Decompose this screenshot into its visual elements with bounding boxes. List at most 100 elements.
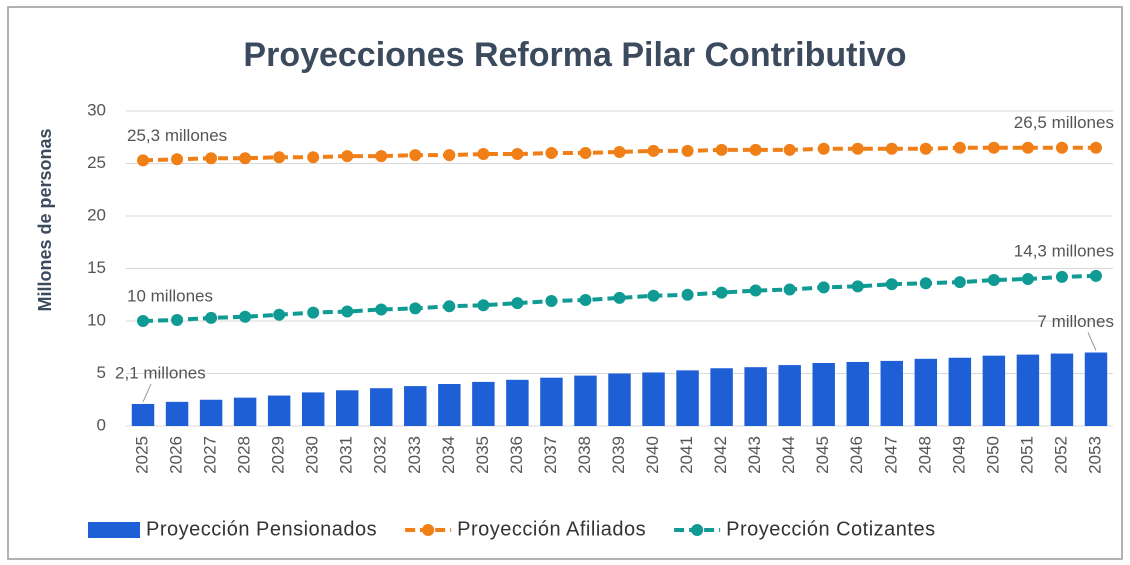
bar <box>608 373 631 426</box>
point <box>239 310 252 323</box>
x-tick-label: 2026 <box>167 436 186 474</box>
bar <box>335 390 359 426</box>
x-tick-label: 2025 <box>133 436 152 474</box>
point <box>443 149 456 162</box>
point <box>647 289 660 302</box>
point <box>409 302 422 315</box>
x-tick-label: 2038 <box>575 436 594 474</box>
x-tick-label: 2032 <box>371 436 390 474</box>
line <box>142 273 1097 323</box>
point <box>681 288 694 301</box>
bar <box>1016 354 1040 426</box>
bar <box>1084 352 1108 426</box>
x-tick-label: 2046 <box>847 436 866 474</box>
point <box>987 141 1000 154</box>
point <box>749 143 762 156</box>
data-label: 26,5 millones <box>1014 113 1114 132</box>
y-axis-label: Millones de personas <box>35 128 55 311</box>
point <box>341 150 354 163</box>
point <box>783 143 796 156</box>
point <box>987 274 1000 287</box>
x-tick-label: 2029 <box>269 436 288 474</box>
point <box>647 144 660 157</box>
y-tick-label: 30 <box>87 100 106 119</box>
y-tick-label: 5 <box>97 363 106 382</box>
x-tick-label: 2034 <box>439 436 458 474</box>
data-label: 25,3 millones <box>127 126 227 145</box>
x-tick-label: 2037 <box>541 436 560 474</box>
point <box>273 308 286 321</box>
bar <box>472 381 495 426</box>
bar <box>880 360 904 426</box>
point <box>953 276 966 289</box>
point <box>307 306 320 319</box>
point <box>919 277 932 290</box>
x-tick-label: 2050 <box>983 436 1002 474</box>
point <box>137 154 150 167</box>
chart-title: Proyecciones Reforma Pilar Contributivo <box>243 36 906 74</box>
point <box>579 147 592 159</box>
bar <box>1050 353 1074 426</box>
data-label: 7 millones <box>1037 312 1114 331</box>
x-tick-label: 2036 <box>507 436 526 474</box>
point <box>307 151 320 164</box>
x-tick-label: 2033 <box>405 436 424 474</box>
point <box>443 300 456 313</box>
point <box>171 313 184 326</box>
point <box>205 152 218 165</box>
point <box>1089 141 1102 154</box>
bar <box>778 365 801 426</box>
x-tick-label: 2040 <box>643 436 662 474</box>
bar <box>574 375 597 426</box>
y-tick-label: 20 <box>87 205 106 224</box>
point <box>545 147 558 159</box>
point <box>511 297 524 310</box>
x-tick-label: 2052 <box>1051 436 1070 474</box>
point <box>477 299 490 312</box>
bar <box>404 386 427 426</box>
chart-frame <box>7 6 1123 560</box>
x-tick-label: 2027 <box>201 436 220 474</box>
point <box>1021 141 1034 154</box>
point <box>817 281 830 294</box>
point <box>409 149 422 162</box>
x-tick-label: 2031 <box>337 436 356 474</box>
x-tick-label: 2043 <box>745 436 764 474</box>
bar <box>165 401 189 426</box>
bar <box>370 388 393 426</box>
y-tick-label: 0 <box>97 415 106 434</box>
bar <box>506 379 529 426</box>
leader-line <box>142 383 152 403</box>
y-tick-label: 15 <box>87 258 106 277</box>
bar <box>982 355 1006 426</box>
data-label: 10 millones <box>127 286 213 305</box>
x-tick-label: 2039 <box>609 436 628 474</box>
point <box>953 141 966 154</box>
bar <box>233 397 257 426</box>
point <box>1021 273 1034 285</box>
point <box>749 284 762 297</box>
point <box>239 152 252 165</box>
point <box>715 143 728 156</box>
point <box>205 311 218 324</box>
point <box>851 280 864 293</box>
bar <box>812 363 835 426</box>
bar <box>914 358 938 426</box>
bar <box>199 399 223 426</box>
bar <box>642 372 665 426</box>
point <box>885 278 898 291</box>
x-tick-label: 2049 <box>949 436 968 474</box>
line <box>142 145 1096 163</box>
point <box>919 142 932 155</box>
x-tick-label: 2045 <box>813 436 832 474</box>
legend-label: Proyección Cotizantes <box>726 518 935 540</box>
point <box>613 291 626 304</box>
point <box>273 151 286 164</box>
x-tick-label: 2048 <box>915 436 934 474</box>
point <box>511 148 524 161</box>
point <box>817 142 830 155</box>
leader-line <box>1087 332 1097 351</box>
legend-label: Proyección Pensionados <box>146 518 377 540</box>
